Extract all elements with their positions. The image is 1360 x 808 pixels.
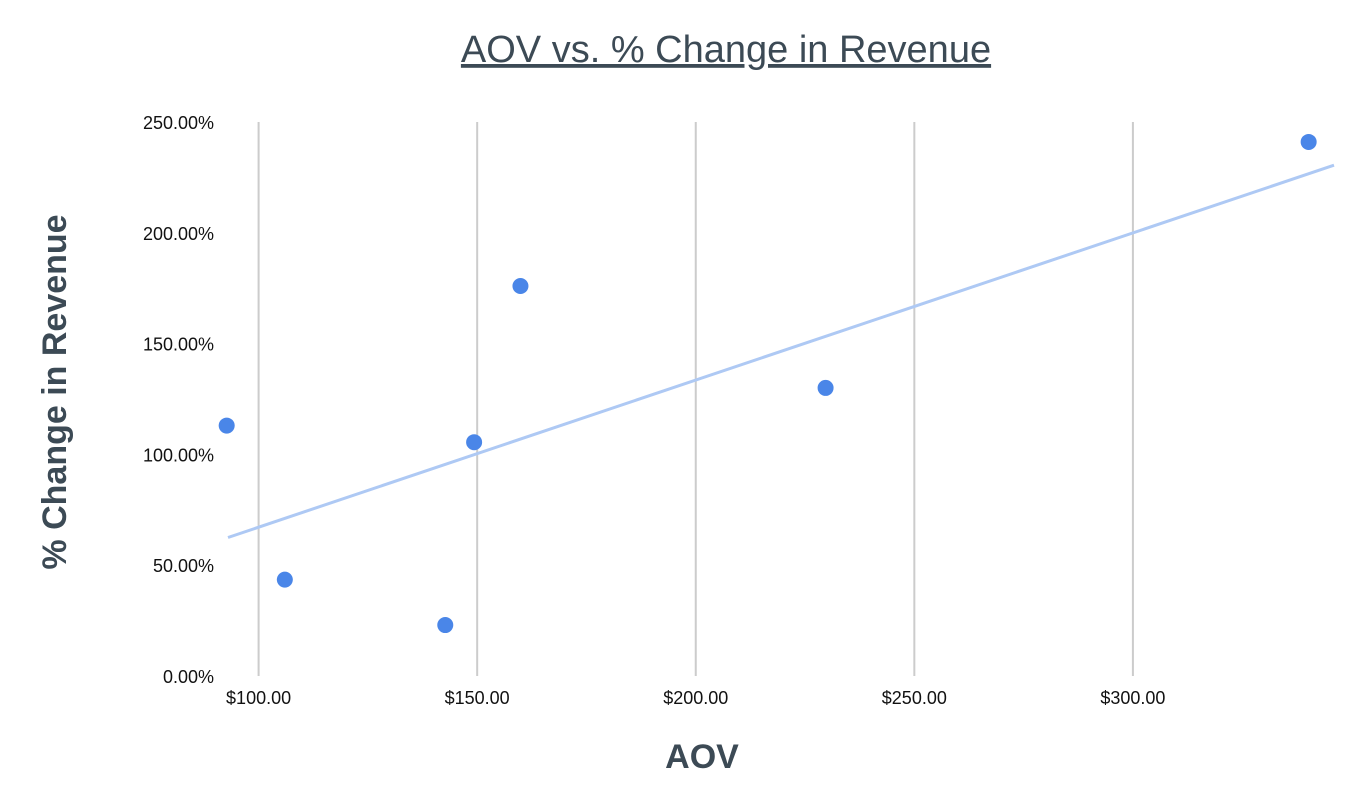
y-tick-label: 200.00% (143, 224, 214, 244)
data-point-6 (1300, 133, 1317, 150)
trendline-group (227, 163, 1335, 539)
chart-title: AOV vs. % Change in Revenue (461, 29, 991, 71)
y-tick-label: 0.00% (163, 667, 214, 687)
x-tick-label: $200.00 (663, 688, 728, 708)
data-points (218, 133, 1317, 634)
x-tick-label: $150.00 (445, 688, 510, 708)
x-tick-label: $100.00 (226, 688, 291, 708)
data-point-1 (276, 571, 293, 588)
x-tick-label: $250.00 (882, 688, 947, 708)
data-point-0 (218, 417, 235, 434)
y-axis-ticks: 0.00% 50.00% 100.00% 150.00% 200.00% 250.00% (143, 113, 214, 687)
grid-lines (257, 122, 1134, 676)
x-axis-title: AOV (665, 738, 739, 776)
y-tick-label: 150.00% (143, 335, 214, 355)
data-point-3 (466, 434, 483, 451)
x-axis-ticks: $100.00 $150.00 $200.00 $250.00 $300.00 (226, 688, 1165, 708)
y-tick-label: 100.00% (143, 445, 214, 465)
y-tick-label: 50.00% (153, 556, 214, 576)
data-point-5 (817, 379, 834, 396)
data-point-4 (512, 277, 529, 294)
x-tick-label: $300.00 (1100, 688, 1165, 708)
data-point-2 (437, 617, 454, 634)
y-axis-title: % Change in Revenue (36, 214, 74, 569)
y-tick-label: 250.00% (143, 113, 214, 133)
trendline (227, 163, 1335, 539)
